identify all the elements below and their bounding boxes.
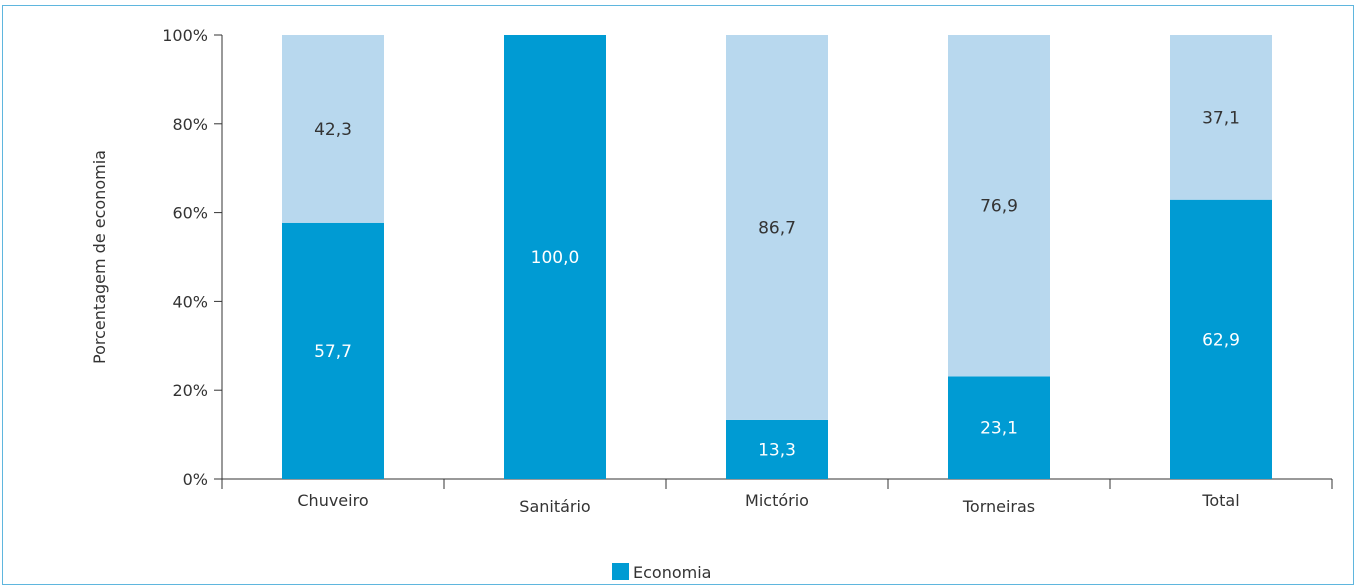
bar-segment [726,35,828,420]
bar-segment [1170,35,1272,200]
x-tick-label: Mictório [745,491,809,510]
data-label: 62,9 [1202,330,1240,350]
data-label: 13,3 [758,440,796,460]
x-tick-label: Total [1201,491,1239,510]
data-label: 42,3 [314,120,352,140]
data-label: 23,1 [980,419,1018,439]
legend-label: Economia [633,563,711,582]
y-tick-label: 20% [172,381,208,400]
y-tick-label: 100% [162,26,208,45]
chart-frame [2,5,1354,585]
x-tick-label: Chuveiro [297,491,368,510]
x-tick-label: Torneiras [962,497,1035,516]
bar-segment [948,376,1050,479]
bar-segment [282,222,384,479]
axes: 0% 20% 40% 60% 80% 100% Chuveiro Sanitário Mictó… [162,26,1333,516]
y-tick-label: 40% [172,292,208,311]
bar-segment [948,35,1050,377]
bar-segment [504,35,606,479]
bar-segment [282,35,384,223]
bar-segment [726,419,828,479]
data-label: 100,0 [531,248,580,268]
data-label: 86,7 [758,218,796,238]
data-label: 76,9 [980,197,1018,217]
bars [282,35,1272,479]
y-tick-label: 80% [172,115,208,134]
legend-swatch [612,563,629,580]
y-tick-label: 0% [183,470,208,489]
data-labels: 57,7 42,3 100,0 13,3 86,7 23,1 76,9 62,9 37,1 [314,108,1240,460]
data-label: 57,7 [314,342,352,362]
y-tick-label: 60% [172,204,208,223]
bar-segment [1170,199,1272,479]
legend: Economia [612,563,711,582]
y-axis-label: Porcentagem de economia [90,150,109,364]
x-tick-label: Sanitário [519,497,590,516]
data-label: 37,1 [1202,108,1240,128]
